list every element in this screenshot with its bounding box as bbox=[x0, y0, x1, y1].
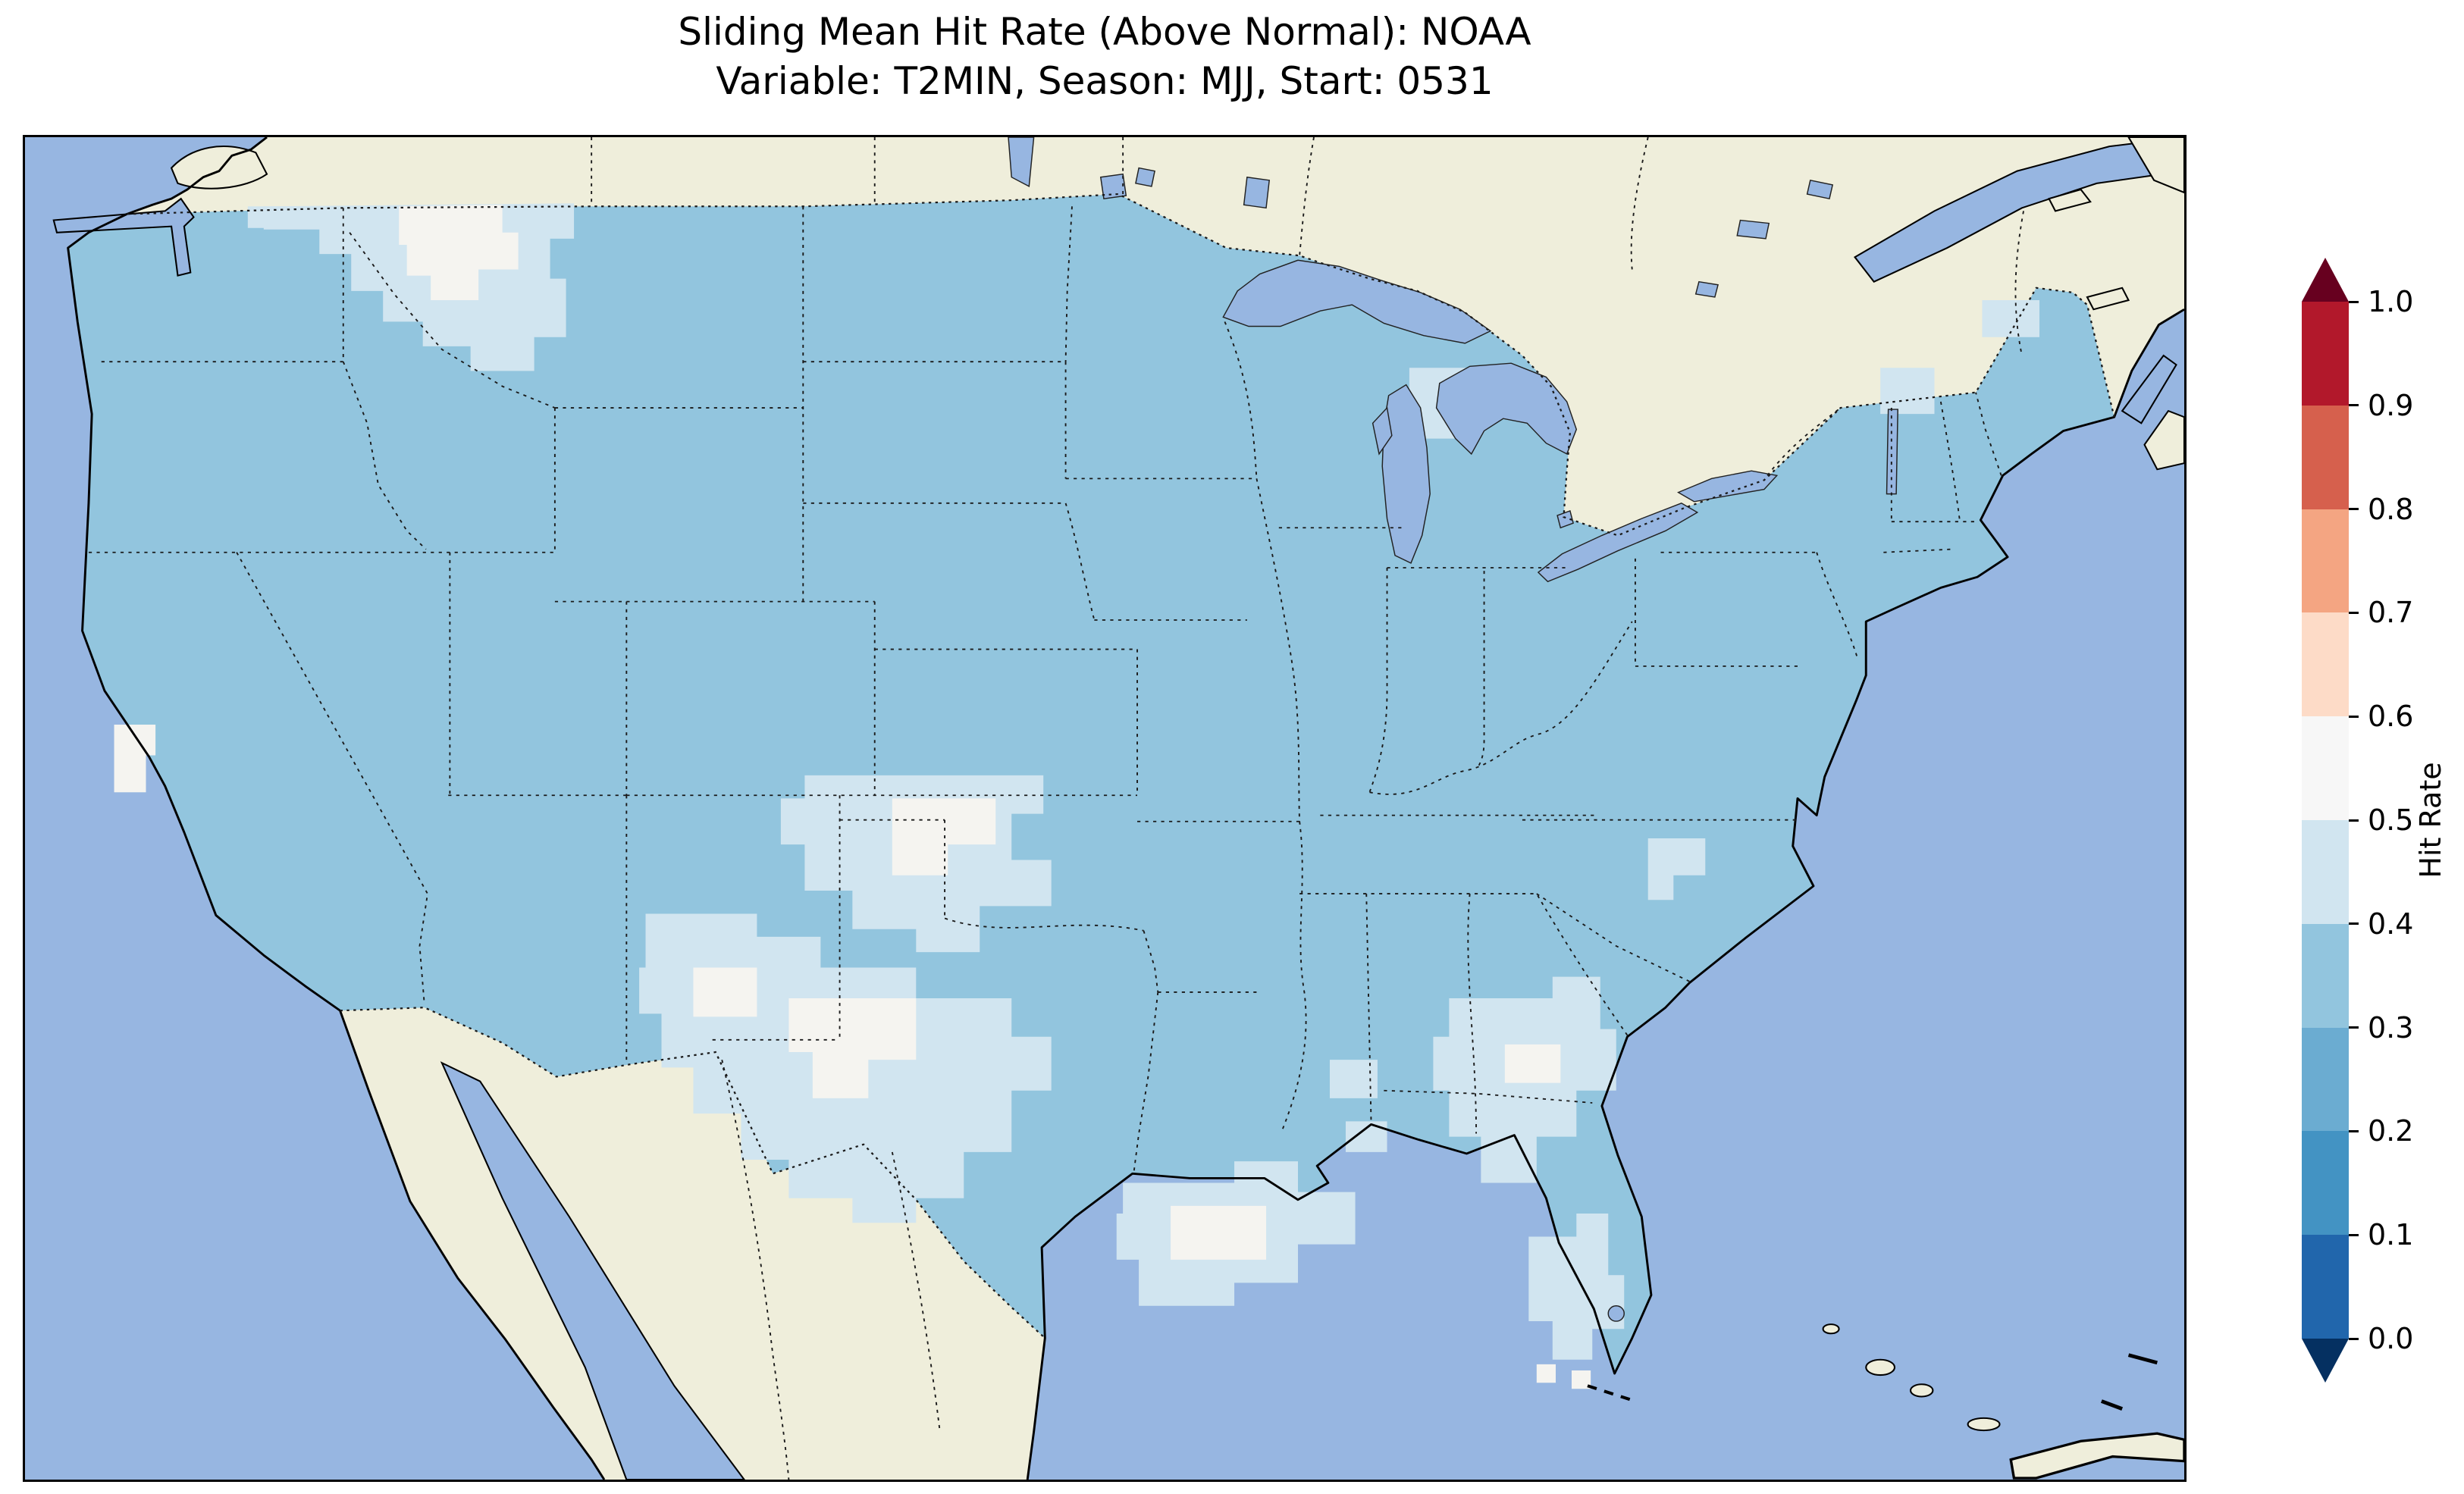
colorbar-tick: 0.9 bbox=[2349, 389, 2413, 422]
us-mexico-border bbox=[340, 1007, 1046, 1339]
colorbar-tickmark bbox=[2349, 508, 2359, 511]
lake-huron bbox=[1435, 362, 1578, 456]
colorbar-ticks: 0.0 0.1 0.2 0.3 0.4 0.5 0.6 0.7 0.8 0.9 1.0 bbox=[2349, 285, 2464, 1355]
ocean-inlets bbox=[52, 137, 2184, 1480]
lake-erie bbox=[1537, 503, 1699, 583]
coastlines bbox=[67, 137, 2184, 1480]
title-line2: Variable: T2MIN, Season: MJJ, Start: 053… bbox=[716, 59, 1494, 103]
colorbar-tickmark bbox=[2349, 611, 2359, 614]
great-lakes bbox=[1008, 137, 1898, 1322]
colorbar-segments bbox=[2302, 302, 2349, 1339]
country-borders bbox=[127, 193, 2115, 1339]
lake-okeechobee bbox=[1607, 1305, 1625, 1322]
colorbar-tickmark bbox=[2349, 1026, 2359, 1029]
lake-st-clair bbox=[1556, 510, 1574, 529]
colorbar-tick: 0.6 bbox=[2349, 700, 2413, 733]
colorbar-segment bbox=[2302, 612, 2349, 717]
bahamas-island-4 bbox=[1822, 1323, 1840, 1335]
colorbar-segment bbox=[2302, 302, 2349, 406]
lake-champlain bbox=[1886, 409, 1898, 495]
colorbar: 0.0 0.1 0.2 0.3 0.4 0.5 0.6 0.7 0.8 0.9 1.0 Hit Ra… bbox=[2302, 258, 2447, 1383]
lake-nipigon bbox=[1243, 176, 1271, 209]
colorbar-tick-label: 0.1 bbox=[2368, 1218, 2414, 1252]
bahamas-island-3 bbox=[1967, 1417, 2001, 1432]
prince-edward-island bbox=[2086, 287, 2130, 311]
bahamas-island-1 bbox=[1865, 1358, 1896, 1377]
vancouver-island bbox=[170, 146, 268, 189]
colorbar-tick-label: 0.0 bbox=[2368, 1322, 2414, 1355]
colorbar-tick: 0.2 bbox=[2349, 1114, 2413, 1148]
us-hit-rate-map bbox=[25, 137, 2184, 1480]
colorbar-segment bbox=[2302, 1027, 2349, 1132]
colorbar-label: Hit Rate bbox=[2414, 762, 2447, 879]
colorbar-tick: 1.0 bbox=[2349, 285, 2413, 318]
colorbar-segment bbox=[2302, 716, 2349, 820]
colorbar-tickmark bbox=[2349, 715, 2359, 718]
colorbar-tickmark bbox=[2349, 300, 2359, 303]
canada-lake-small-4 bbox=[1694, 280, 1719, 298]
florida-keys bbox=[1587, 1384, 1636, 1403]
colorbar-tick: 0.0 bbox=[2349, 1322, 2413, 1355]
colorbar-tickmark bbox=[2349, 404, 2359, 407]
lake-superior bbox=[1222, 259, 1492, 344]
colorbar-extend-min bbox=[2302, 1339, 2349, 1383]
hispaniola-coast-dash-2 bbox=[2100, 1399, 2124, 1411]
map-panel bbox=[23, 135, 2187, 1482]
colorbar-segment bbox=[2302, 509, 2349, 613]
colorbar-segment bbox=[2302, 1235, 2349, 1339]
colorbar-tick: 0.4 bbox=[2349, 907, 2413, 941]
state-borders bbox=[88, 137, 2024, 1480]
colorbar-tickmark bbox=[2349, 1233, 2359, 1236]
lake-michigan bbox=[1381, 384, 1431, 564]
islands bbox=[170, 137, 2184, 1480]
canada-lake-small-2 bbox=[1736, 219, 1770, 240]
title-line1: Sliding Mean Hit Rate (Above Normal): NO… bbox=[678, 10, 1531, 54]
cuba bbox=[2009, 1432, 2184, 1480]
colorbar-tick-label: 0.7 bbox=[2368, 596, 2414, 630]
lake-of-the-woods bbox=[1099, 173, 1127, 199]
colorbar-tickmark bbox=[2349, 1337, 2359, 1340]
colorbar-tick: 0.3 bbox=[2349, 1011, 2413, 1045]
colorbar-tick-label: 0.9 bbox=[2368, 388, 2414, 422]
bay-of-fundy bbox=[2121, 354, 2177, 424]
gulf-of-california bbox=[440, 1061, 745, 1480]
colorbar-tick-label: 0.5 bbox=[2368, 803, 2414, 837]
nova-scotia bbox=[2143, 409, 2184, 471]
canada-lake-small-3 bbox=[1806, 179, 1834, 199]
puget-sound bbox=[52, 197, 195, 277]
colorbar-tick-label: 0.6 bbox=[2368, 700, 2414, 734]
colorbar-tick-label: 0.8 bbox=[2368, 492, 2414, 526]
colorbar-tickmark bbox=[2349, 1129, 2359, 1132]
colorbar-segment bbox=[2302, 405, 2349, 509]
colorbar-tick-label: 0.2 bbox=[2368, 1114, 2414, 1148]
colorbar-extend-max bbox=[2302, 258, 2349, 302]
anticosti-island bbox=[2048, 188, 2092, 212]
colorbar-tick-label: 0.4 bbox=[2368, 907, 2414, 941]
hit-rate-patches-50-60 bbox=[114, 205, 1591, 1389]
colorbar-tick-label: 0.3 bbox=[2368, 1010, 2414, 1045]
bahamas-island-2 bbox=[1909, 1383, 1934, 1398]
colorbar-tick: 0.5 bbox=[2349, 803, 2413, 837]
green-bay bbox=[1372, 406, 1393, 456]
lake-ontario bbox=[1676, 470, 1779, 503]
colorbar-tick: 0.8 bbox=[2349, 493, 2413, 526]
colorbar-segment bbox=[2302, 1131, 2349, 1236]
colorbar-tick-label: 1.0 bbox=[2368, 285, 2414, 318]
canada-lake-small-1 bbox=[1135, 167, 1155, 187]
colorbar-segment bbox=[2302, 819, 2349, 924]
colorbar-tick: 0.1 bbox=[2349, 1218, 2413, 1251]
colorbar-tickmark bbox=[2349, 922, 2359, 926]
colorbar-tick: 0.7 bbox=[2349, 596, 2413, 629]
newfoundland-corner bbox=[2127, 137, 2184, 194]
hispaniola-coast-dash-1 bbox=[2127, 1353, 2158, 1365]
lake-winnipeg bbox=[1008, 137, 1035, 188]
colorbar-tickmark bbox=[2349, 819, 2359, 822]
figure-title: Sliding Mean Hit Rate (Above Normal): NO… bbox=[23, 8, 2187, 106]
st-lawrence-river bbox=[1854, 137, 2184, 283]
colorbar-segment bbox=[2302, 923, 2349, 1028]
